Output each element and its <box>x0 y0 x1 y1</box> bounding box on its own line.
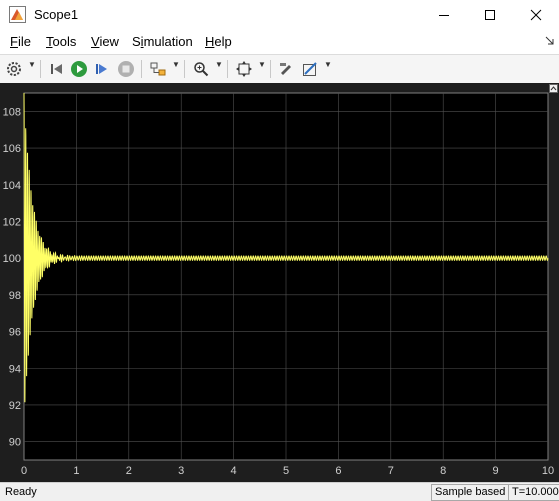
undock-axes-icon[interactable] <box>549 84 558 93</box>
toolbar-separator <box>227 60 228 78</box>
style-dropdown-icon[interactable]: ▼ <box>324 60 332 69</box>
style-button[interactable] <box>300 59 320 79</box>
maximize-icon <box>485 10 495 20</box>
stop-icon <box>118 61 134 77</box>
settings-button[interactable] <box>4 59 24 79</box>
run-button[interactable] <box>69 59 89 79</box>
y-tick-label: 90 <box>9 437 21 449</box>
minimize-button[interactable] <box>421 0 467 30</box>
y-tick-label: 92 <box>9 400 21 412</box>
simulation-time-indicator: T=10.000 <box>508 484 559 501</box>
minimize-icon <box>439 15 449 16</box>
status-text: Ready <box>5 486 37 498</box>
y-tick-label: 106 <box>3 143 21 155</box>
tick-labels: 0 1 2 3 4 5 6 7 8 9 10 90 92 94 96 98 100 102 104 106 108 <box>3 106 554 477</box>
x-tick-label: 6 <box>335 465 341 477</box>
toolbar: ▼ ▼ ▼ <box>0 54 559 84</box>
toolbar-separator <box>40 60 41 78</box>
zoom-icon <box>194 62 209 77</box>
settings-dropdown-icon[interactable]: ▼ <box>28 60 36 69</box>
sample-mode-indicator: Sample based <box>431 484 510 501</box>
matlab-scope-icon <box>9 6 26 23</box>
toolbar-separator <box>270 60 271 78</box>
x-tick-label: 3 <box>178 465 184 477</box>
x-tick-label: 4 <box>231 465 237 477</box>
menu-help[interactable]: Help <box>205 34 232 49</box>
scope-display: 0 1 2 3 4 5 6 7 8 9 10 90 92 94 96 98 100 102 104 106 108 <box>0 83 559 482</box>
y-tick-label: 102 <box>3 216 21 228</box>
step-forward-icon <box>96 64 107 74</box>
title-bar: Scope1 <box>0 0 559 30</box>
step-back-button[interactable] <box>47 59 67 79</box>
fit-axes-icon <box>236 61 252 77</box>
window-title: Scope1 <box>34 7 79 22</box>
run-icon <box>71 61 87 77</box>
stop-button[interactable] <box>116 59 136 79</box>
status-bar: Ready Sample based T=10.000 <box>0 482 559 501</box>
zoom-button[interactable] <box>191 59 211 79</box>
y-tick-label: 98 <box>9 290 21 302</box>
x-tick-label: 0 <box>21 465 27 477</box>
write-access-button[interactable] <box>276 59 296 79</box>
menu-file[interactable]: File <box>10 34 31 49</box>
style-icon <box>303 62 317 76</box>
step-forward-button[interactable] <box>92 59 112 79</box>
menu-view[interactable]: View <box>91 34 119 49</box>
grid <box>24 93 548 460</box>
y-tick-label: 96 <box>9 327 21 339</box>
x-tick-label: 5 <box>283 465 289 477</box>
fit-dropdown-icon[interactable]: ▼ <box>258 60 266 69</box>
y-tick-label: 104 <box>3 180 21 192</box>
highlight-dropdown-icon[interactable]: ▼ <box>172 60 180 69</box>
highlight-block-button[interactable] <box>148 59 168 79</box>
x-tick-label: 7 <box>388 465 394 477</box>
scope-plot[interactable]: 0 1 2 3 4 5 6 7 8 9 10 90 92 94 96 98 100 102 104 106 108 <box>0 83 559 482</box>
maximize-button[interactable] <box>467 0 513 30</box>
x-tick-label: 1 <box>73 465 79 477</box>
x-tick-label: 10 <box>542 465 554 477</box>
y-tick-label: 94 <box>9 363 21 375</box>
step-back-icon <box>51 64 62 74</box>
settings-icon <box>7 62 21 76</box>
y-tick-label: 108 <box>3 106 21 118</box>
zoom-dropdown-icon[interactable]: ▼ <box>215 60 223 69</box>
menu-tools[interactable]: Tools <box>46 34 77 49</box>
dock-arrow-icon[interactable] <box>545 36 555 46</box>
menu-bar: File Tools View Simulation Help <box>0 30 559 54</box>
signal-line <box>23 92 549 403</box>
y-tick-label: 100 <box>3 253 21 265</box>
toolbar-separator <box>184 60 185 78</box>
x-tick-label: 8 <box>440 465 446 477</box>
menu-simulation[interactable]: Simulation <box>132 34 193 49</box>
fit-axes-button[interactable] <box>234 59 254 79</box>
highlight-icon <box>150 62 166 76</box>
close-button[interactable] <box>513 0 559 30</box>
x-tick-label: 9 <box>493 465 499 477</box>
close-icon <box>530 9 542 21</box>
x-tick-label: 2 <box>126 465 132 477</box>
toolbar-separator <box>141 60 142 78</box>
write-access-icon <box>280 63 291 75</box>
